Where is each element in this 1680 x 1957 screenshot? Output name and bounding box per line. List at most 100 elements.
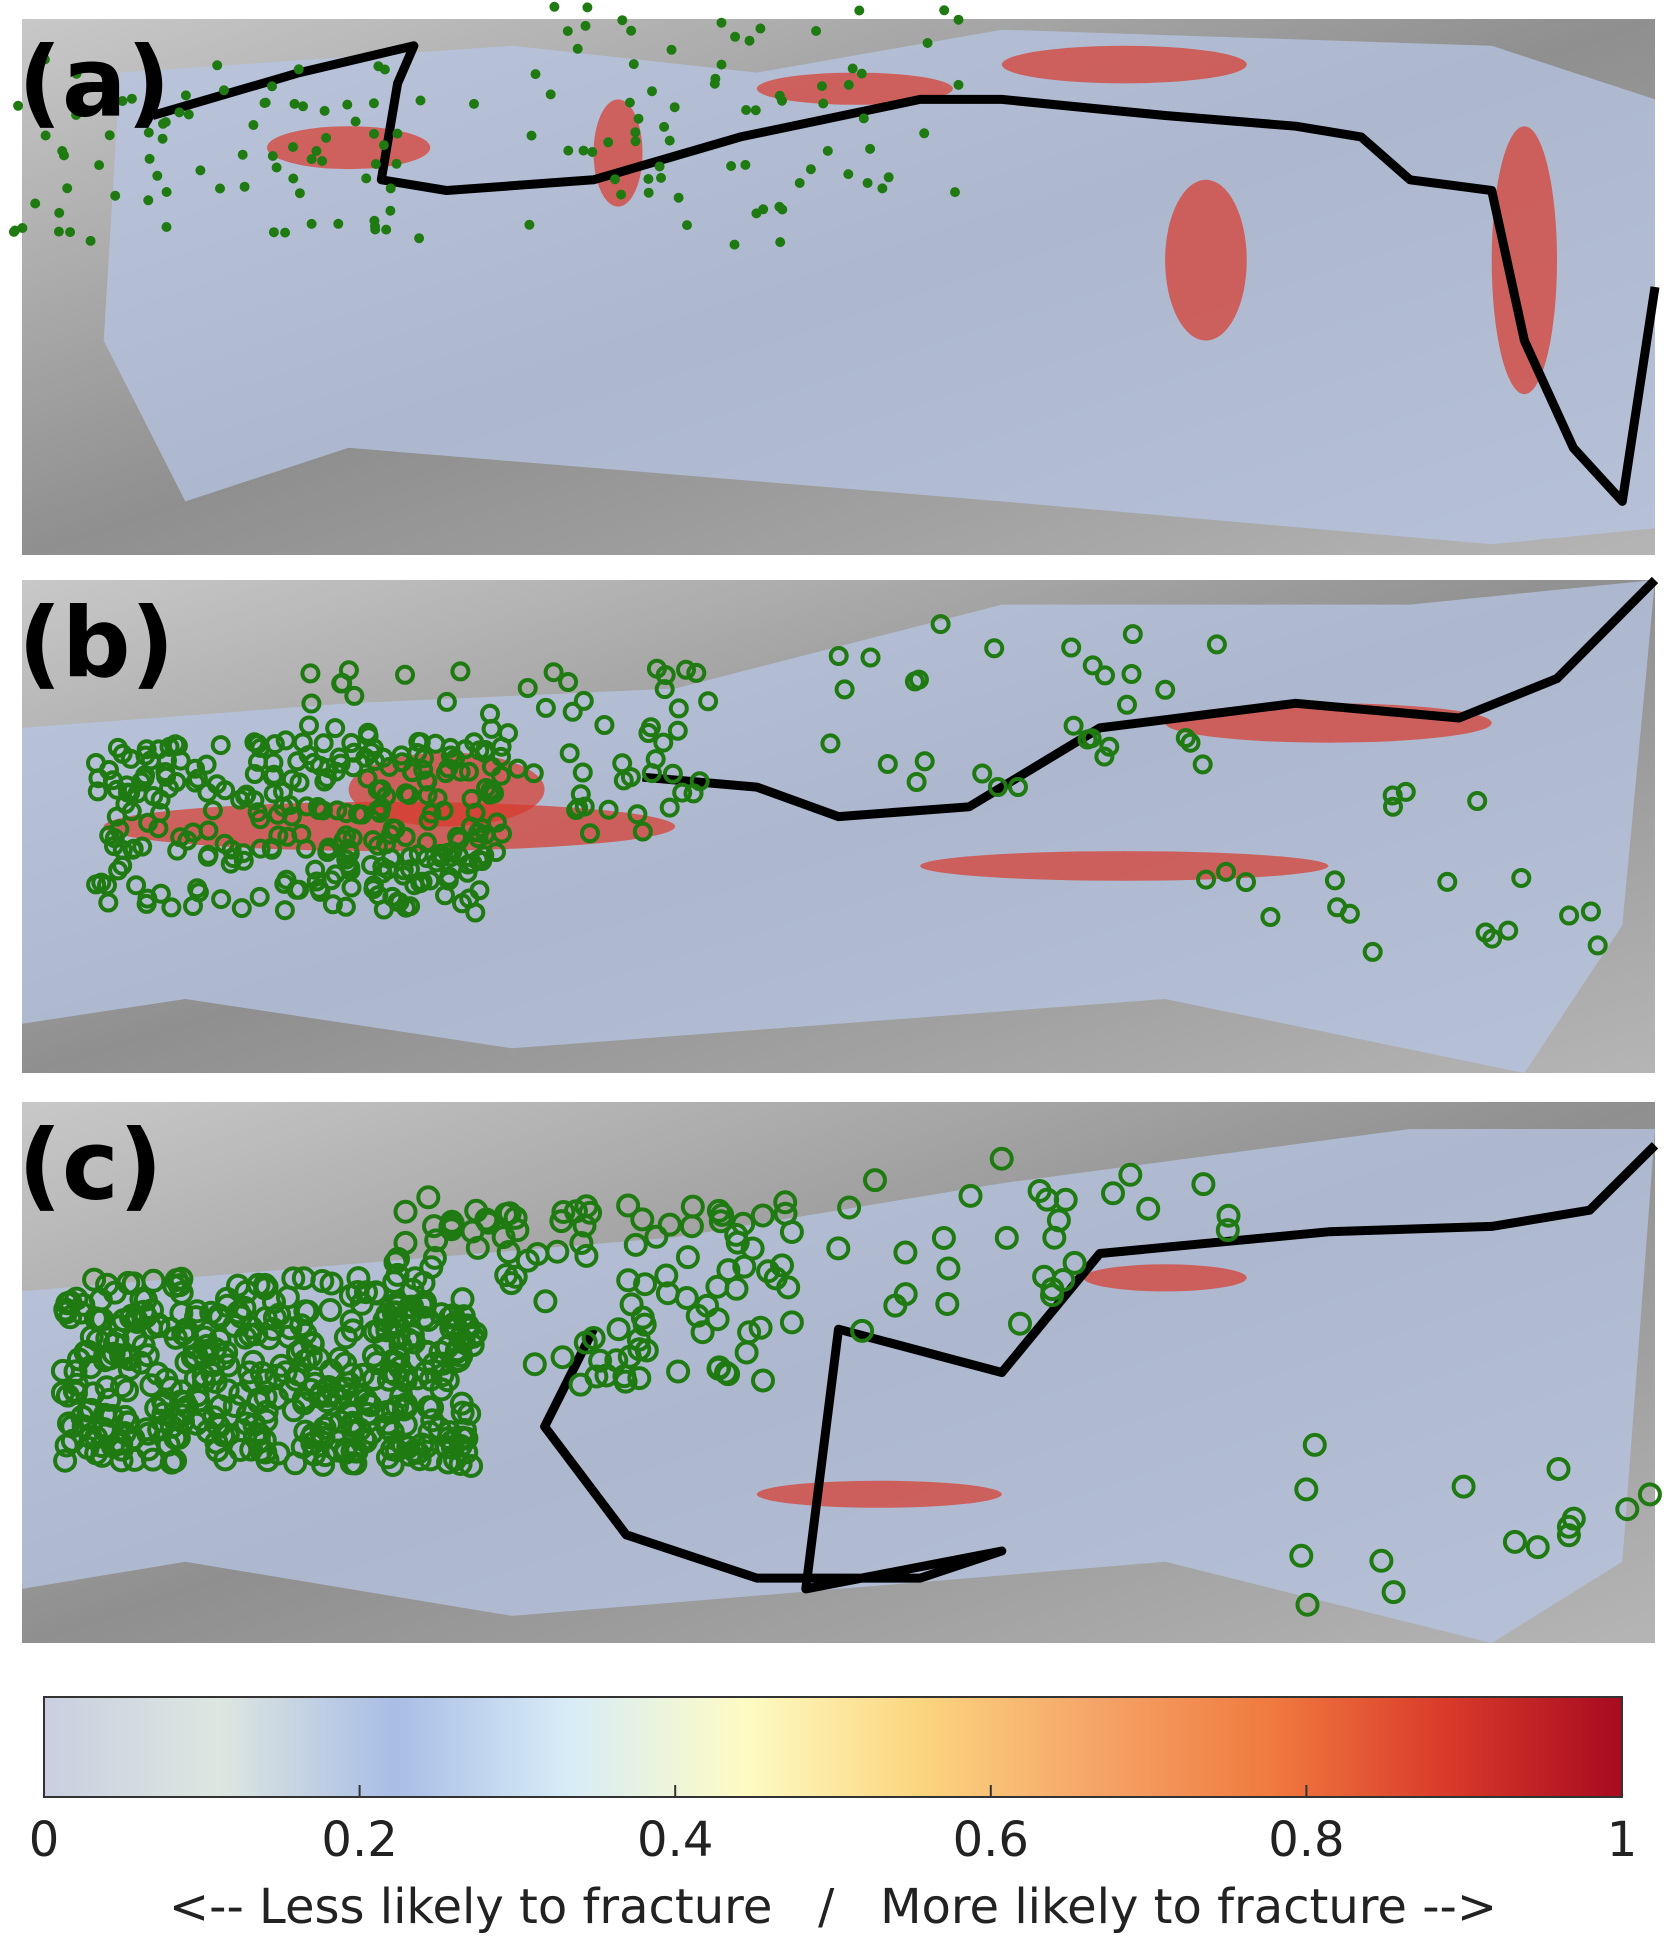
observed-fracture	[425, 733, 446, 754]
observed-fracture	[237, 149, 248, 160]
observed-fracture	[1451, 1474, 1476, 1499]
observed-fracture	[436, 691, 457, 712]
observed-fracture	[572, 43, 583, 54]
observed-fracture	[281, 806, 302, 827]
observed-fracture	[322, 894, 343, 915]
observed-fracture	[1369, 1548, 1394, 1573]
observed-fracture	[740, 159, 751, 170]
observed-fracture	[71, 110, 82, 120]
observed-fracture	[987, 777, 1008, 797]
observed-fracture	[369, 215, 380, 226]
observed-fracture	[1206, 634, 1227, 655]
observed-fracture	[751, 1368, 775, 1393]
observed-fracture	[922, 38, 933, 48]
observed-fracture	[496, 1240, 521, 1264]
observed-fracture	[107, 779, 127, 800]
observed-fracture	[654, 161, 665, 172]
observed-fracture	[362, 1367, 386, 1391]
observed-fracture	[185, 772, 206, 793]
observed-fracture	[469, 98, 479, 109]
observed-fracture	[533, 1289, 558, 1314]
fracture-zone	[1165, 179, 1247, 341]
observed-fracture	[309, 878, 330, 899]
observed-fracture	[562, 701, 583, 722]
observed-fracture	[280, 227, 291, 238]
observed-fracture	[161, 222, 172, 232]
observed-fracture	[630, 136, 641, 147]
observed-fracture	[710, 73, 721, 84]
observed-fracture	[471, 817, 492, 838]
observed-fracture	[716, 59, 727, 70]
observed-fracture	[87, 781, 108, 802]
observed-fracture	[457, 1401, 482, 1426]
observed-fracture	[391, 1397, 416, 1422]
observed-fracture	[161, 187, 172, 197]
observed-fracture	[811, 26, 822, 36]
observed-fracture	[1467, 791, 1488, 811]
colorbar-tick-label: 1	[1607, 1812, 1638, 1868]
observed-fracture	[381, 848, 402, 869]
observed-fracture	[843, 169, 854, 180]
observed-fracture	[581, 1326, 606, 1350]
observed-fracture	[333, 1325, 358, 1350]
observed-fracture	[94, 1375, 119, 1400]
observed-fracture	[327, 1346, 352, 1371]
observed-fracture	[1324, 870, 1345, 891]
observed-fracture	[580, 823, 600, 844]
observed-fracture	[393, 1199, 418, 1224]
observed-fracture	[333, 218, 344, 229]
observed-fracture	[633, 1272, 657, 1297]
observed-fracture	[112, 839, 133, 860]
observed-fracture	[820, 733, 841, 754]
observed-fracture	[418, 810, 439, 831]
observed-fracture	[936, 1256, 961, 1281]
observed-fracture	[774, 201, 785, 212]
observed-fracture	[834, 679, 855, 700]
observed-fracture	[1121, 664, 1142, 684]
observed-fracture	[441, 1303, 465, 1328]
observed-fracture	[1511, 868, 1532, 888]
observed-fracture	[569, 1231, 594, 1255]
observed-fracture	[416, 1185, 441, 1210]
observed-fracture	[883, 172, 894, 183]
observed-fracture	[1099, 736, 1120, 757]
observed-fracture	[195, 165, 206, 176]
observed-fracture	[169, 1301, 194, 1326]
observed-fracture	[291, 1266, 316, 1291]
observed-fracture	[659, 797, 680, 818]
observed-fracture	[419, 1255, 444, 1280]
observed-fracture	[161, 897, 182, 918]
fracture-zone	[1491, 126, 1558, 395]
observed-fracture	[568, 1372, 593, 1397]
observed-fracture	[654, 1263, 679, 1288]
observed-fracture	[877, 183, 888, 194]
observed-fracture	[198, 820, 219, 841]
observed-fracture	[984, 638, 1005, 659]
observed-fracture	[413, 759, 434, 780]
observed-fracture	[267, 1302, 292, 1327]
observed-fracture	[136, 1437, 161, 1462]
observed-fracture	[1118, 1162, 1143, 1187]
observed-fracture	[522, 1352, 547, 1377]
observed-fracture	[1216, 1203, 1241, 1228]
observed-fracture	[370, 159, 381, 169]
grounding-line	[642, 576, 1659, 822]
observed-fracture	[627, 804, 648, 825]
observed-fracture	[385, 205, 396, 216]
observed-fracture	[357, 768, 378, 789]
observed-fracture	[865, 143, 876, 154]
observed-fracture	[78, 1355, 103, 1380]
observed-fracture	[683, 783, 704, 804]
observed-fracture	[673, 192, 684, 203]
observed-fracture	[116, 1410, 141, 1435]
observed-fracture	[235, 786, 256, 807]
observed-fracture	[572, 762, 593, 783]
observed-fracture	[755, 23, 766, 34]
observed-fracture	[468, 849, 489, 870]
observed-fracture	[1032, 1264, 1057, 1289]
observed-fracture	[196, 754, 217, 775]
observed-fracture	[750, 1203, 775, 1228]
observed-fracture	[686, 662, 707, 683]
observed-fracture	[1362, 941, 1383, 962]
observed-fracture	[120, 748, 141, 769]
